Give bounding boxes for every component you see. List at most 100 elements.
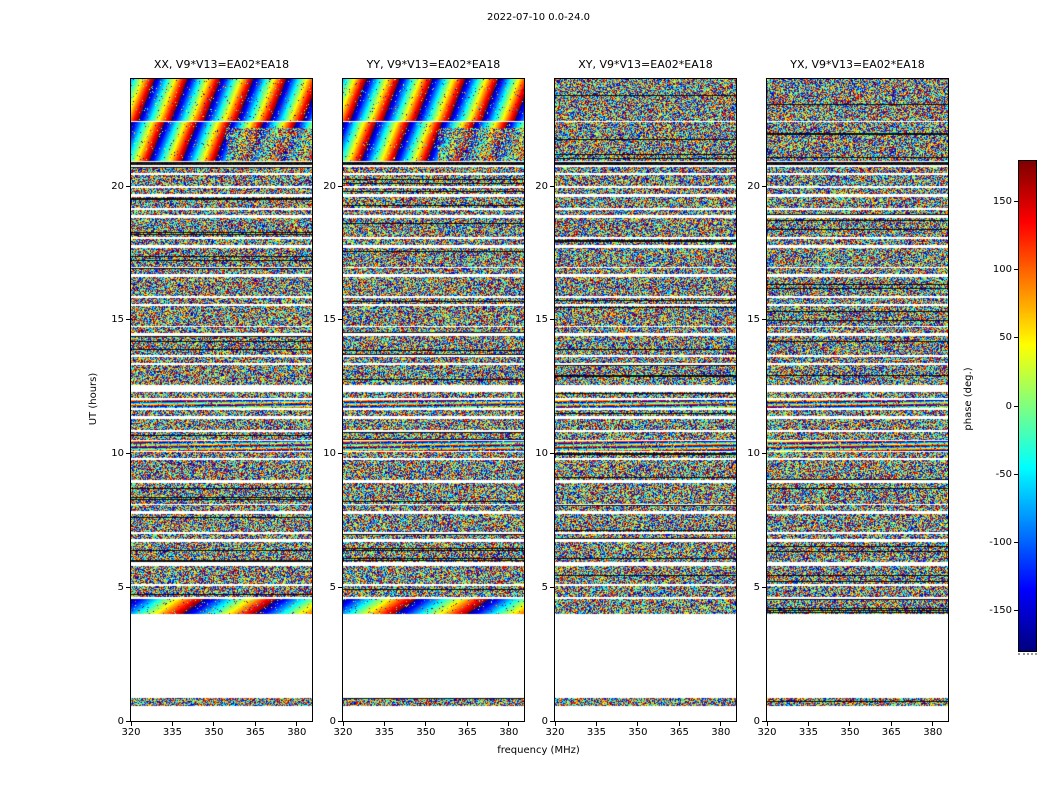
x-tick-label: 320 bbox=[121, 727, 141, 738]
y-tick-label: 10 bbox=[111, 448, 124, 459]
y-tick-mark bbox=[126, 720, 130, 722]
y-tick-label: 0 bbox=[329, 715, 336, 727]
x-tick-label: 350 bbox=[628, 727, 648, 738]
x-tick-mark bbox=[720, 722, 722, 726]
y-tick-mark bbox=[338, 453, 342, 454]
colorbar-tick-label: -50 bbox=[995, 468, 1012, 480]
panel-title-xx: XX, V9*V13=EA02*EA18 bbox=[153, 58, 290, 71]
panel-yx: YX, V9*V13=EA02*EA18 0 5 10 15 20 320 335 350 365… bbox=[747, 58, 949, 738]
x-tick-label: 365 bbox=[245, 727, 265, 738]
y-tick-mark bbox=[550, 185, 554, 187]
x-tick-label: 320 bbox=[545, 727, 565, 738]
y-tick-label: 10 bbox=[323, 448, 336, 459]
colorbar-tick-mark bbox=[1014, 269, 1018, 271]
y-tick-label: 15 bbox=[323, 314, 336, 326]
x-tick-label: 320 bbox=[333, 727, 353, 738]
y-tick-label: 20 bbox=[323, 180, 336, 192]
panel-xx: XX, V9*V13=EA02*EA18 0 5 10 15 20 320 335 350 365… bbox=[111, 58, 313, 738]
y-tick-mark bbox=[126, 185, 130, 187]
heatmap-xx bbox=[131, 79, 312, 721]
panel-title-yx: YX, V9*V13=EA02*EA18 bbox=[790, 58, 925, 71]
y-tick-mark bbox=[550, 453, 554, 454]
colorbar-tick-mark bbox=[1014, 609, 1018, 611]
y-tick-label: 0 bbox=[117, 715, 124, 727]
colorbar-gradient bbox=[1019, 161, 1036, 651]
x-tick-mark bbox=[849, 722, 851, 726]
y-tick-label: 15 bbox=[111, 314, 124, 326]
y-tick-label: 20 bbox=[747, 180, 760, 192]
x-tick-label: 365 bbox=[881, 727, 901, 738]
figure-title: 2022-07-10 0.0-24.0 bbox=[486, 12, 591, 23]
y-tick-mark bbox=[338, 185, 342, 187]
x-tick-label: 350 bbox=[416, 727, 436, 738]
colorbar-tick-mark bbox=[1014, 405, 1018, 407]
y-tick-mark bbox=[550, 586, 554, 588]
y-tick-label: 15 bbox=[747, 314, 760, 326]
heatmap-xy bbox=[555, 79, 736, 721]
x-tick-label: 365 bbox=[457, 727, 477, 738]
y-tick-mark bbox=[762, 453, 766, 454]
colorbar-footer-dots bbox=[1018, 653, 1037, 655]
y-tick-label: 20 bbox=[535, 180, 548, 192]
y-tick-label: 10 bbox=[747, 448, 760, 459]
y-tick-mark bbox=[338, 586, 342, 588]
y-tick-mark bbox=[338, 720, 342, 722]
x-tick-mark bbox=[637, 722, 639, 726]
y-tick-mark bbox=[762, 185, 766, 187]
x-tick-mark bbox=[254, 722, 256, 726]
y-tick-mark bbox=[338, 319, 342, 321]
y-tick-mark bbox=[550, 720, 554, 722]
panel-xy: XY, V9*V13=EA02*EA18 0 5 10 15 20 320 335 350 365… bbox=[535, 58, 737, 738]
x-tick-mark bbox=[213, 722, 215, 726]
y-tick-label: 20 bbox=[111, 180, 124, 192]
x-tick-mark bbox=[130, 722, 132, 726]
y-axis-label: UT (hours) bbox=[88, 372, 99, 426]
heatmap-yy bbox=[343, 79, 524, 721]
y-tick-mark bbox=[126, 453, 130, 454]
panel-yy: YY, V9*V13=EA02*EA18 0 5 10 15 20 320 335 350 365… bbox=[323, 58, 525, 738]
colorbar-tick-mark bbox=[1014, 541, 1018, 543]
x-tick-mark bbox=[383, 722, 385, 726]
colorbar-tick-mark bbox=[1014, 337, 1018, 339]
x-tick-mark bbox=[890, 722, 892, 726]
x-tick-label: 335 bbox=[162, 727, 182, 738]
x-tick-mark bbox=[342, 722, 344, 726]
y-tick-label: 0 bbox=[541, 715, 548, 727]
x-tick-mark bbox=[554, 722, 556, 726]
x-tick-mark bbox=[425, 722, 427, 726]
y-tick-mark bbox=[550, 319, 554, 321]
colorbar-tick-label: 100 bbox=[992, 264, 1012, 276]
y-tick-mark bbox=[126, 586, 130, 588]
x-tick-label: 380 bbox=[923, 727, 943, 738]
y-tick-label: 5 bbox=[753, 581, 760, 593]
colorbar-tick-label: -150 bbox=[989, 604, 1012, 616]
x-tick-label: 380 bbox=[287, 727, 307, 738]
x-tick-mark bbox=[678, 722, 680, 726]
y-tick-mark bbox=[126, 319, 130, 321]
colorbar-tick-mark bbox=[1014, 473, 1018, 475]
y-tick-mark bbox=[762, 319, 766, 321]
x-tick-label: 335 bbox=[586, 727, 606, 738]
x-tick-label: 320 bbox=[757, 727, 777, 738]
colorbar-tick-label: 150 bbox=[992, 196, 1012, 208]
x-tick-mark bbox=[932, 722, 934, 726]
colorbar-tick-label: -100 bbox=[989, 536, 1012, 548]
x-axis-label: frequency (MHz) bbox=[497, 745, 580, 756]
colorbar-tick-label: 50 bbox=[999, 332, 1012, 344]
heatmap-yx bbox=[767, 79, 948, 721]
x-tick-label: 350 bbox=[840, 727, 860, 738]
y-tick-label: 0 bbox=[753, 715, 760, 727]
y-tick-label: 5 bbox=[117, 581, 124, 593]
y-tick-label: 5 bbox=[329, 581, 336, 593]
panel-title-xy: XY, V9*V13=EA02*EA18 bbox=[578, 58, 713, 71]
x-tick-mark bbox=[466, 722, 468, 726]
panel-title-yy: YY, V9*V13=EA02*EA18 bbox=[366, 58, 501, 71]
x-tick-label: 380 bbox=[711, 727, 731, 738]
y-tick-label: 15 bbox=[535, 314, 548, 326]
y-tick-label: 10 bbox=[535, 448, 548, 459]
x-tick-mark bbox=[766, 722, 768, 726]
x-tick-label: 365 bbox=[669, 727, 689, 738]
y-tick-mark bbox=[762, 586, 766, 588]
x-tick-mark bbox=[171, 722, 173, 726]
